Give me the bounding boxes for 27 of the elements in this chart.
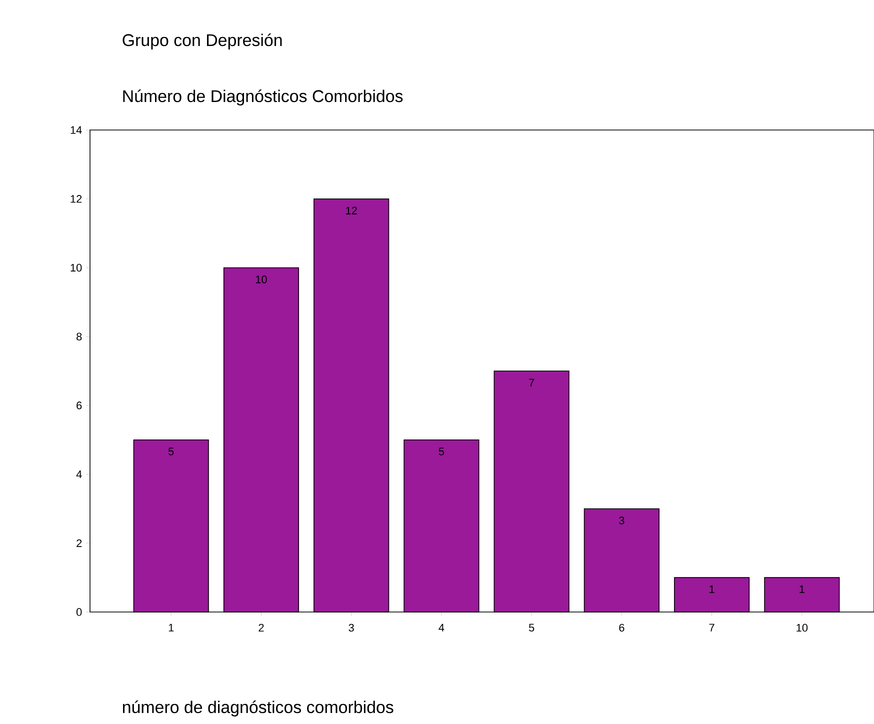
- y-tick-label: 4: [76, 470, 82, 478]
- data-label: 10: [256, 276, 267, 284]
- y-tick-label: 14: [70, 126, 82, 134]
- data-label: 5: [438, 448, 444, 456]
- x-tick-label: 7: [709, 624, 714, 632]
- data-label: 1: [710, 585, 714, 593]
- y-tick-label: 8: [76, 332, 82, 340]
- x-tick-label: 4: [438, 624, 444, 632]
- x-tick-label: 10: [796, 624, 808, 632]
- x-tick-label: 1: [168, 624, 174, 632]
- chart-subtitle: Número de Diagnósticos Comorbidos: [123, 90, 403, 106]
- x-tick-label: 6: [619, 624, 624, 632]
- y-tick-label: 10: [70, 264, 82, 272]
- data-label: 12: [346, 206, 357, 214]
- x-tick-label: 5: [528, 624, 534, 632]
- y-tick-label: 6: [76, 402, 82, 410]
- data-label: 1: [800, 585, 804, 593]
- y-tick-label: 0: [76, 608, 82, 616]
- x-axis-title: número de diagnósticos comorbidos: [122, 700, 394, 717]
- data-label: 7: [529, 378, 534, 386]
- y-tick-label: 12: [70, 195, 82, 203]
- data-label: 5: [168, 448, 174, 456]
- data-label: 3: [619, 516, 624, 524]
- x-tick-label: 3: [348, 624, 354, 632]
- y-tick-label: 2: [76, 539, 82, 547]
- chart-title: Grupo con Depresión: [122, 34, 282, 50]
- x-tick-label: 2: [258, 624, 264, 632]
